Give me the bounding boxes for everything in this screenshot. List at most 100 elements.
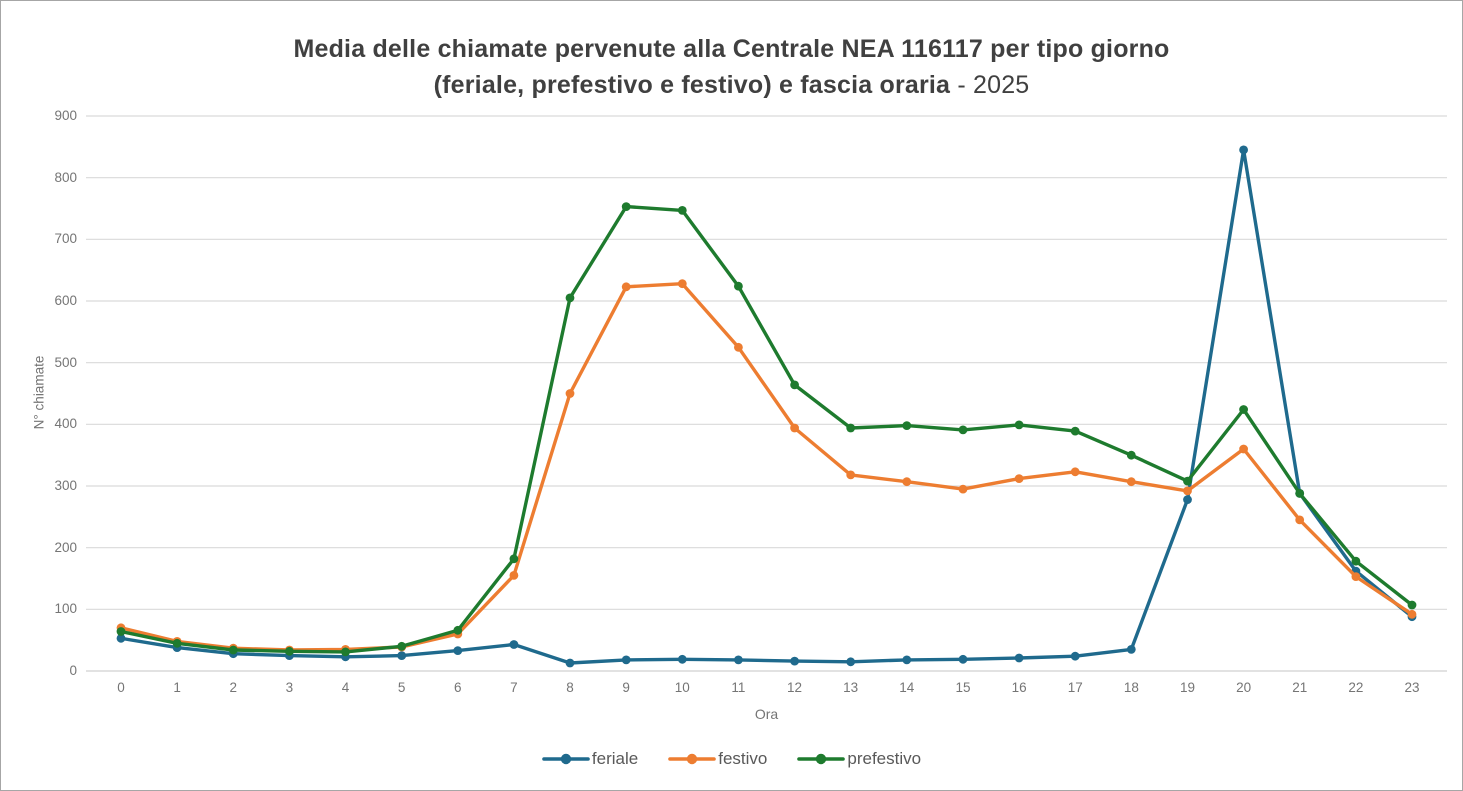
legend-label-feriale: feriale (591, 749, 639, 768)
series-line-feriale (119, 148, 1414, 665)
x-tick-label: 14 (899, 680, 915, 695)
y-axis-title: N° chiamate (31, 355, 47, 430)
data-point-festivo-15 (958, 484, 968, 494)
data-point-prefestivo-14 (902, 421, 912, 430)
x-tick-label: 3 (285, 680, 294, 695)
data-point-prefestivo-5 (397, 641, 407, 651)
y-tick-label: 400 (54, 416, 77, 432)
data-point-festivo-7 (509, 571, 519, 580)
x-tick-label: 4 (341, 680, 350, 695)
chart-title-line2: (feriale, prefestivo e festivo) e fascia… (1, 67, 1462, 103)
data-point-prefestivo-4 (341, 647, 350, 657)
x-tick-label: 0 (117, 680, 125, 695)
data-point-feriale-18 (1126, 645, 1136, 654)
data-point-festivo-22 (1351, 572, 1361, 581)
data-point-feriale-14 (902, 655, 912, 665)
x-tick-label: 18 (1123, 680, 1139, 695)
series-line-festivo (119, 282, 1414, 652)
data-point-prefestivo-1 (172, 638, 182, 648)
data-point-festivo-12 (790, 423, 799, 433)
data-point-feriale-16 (1014, 653, 1024, 663)
x-tick-label: 15 (955, 680, 971, 695)
data-point-feriale-7 (509, 640, 519, 649)
data-point-feriale-0 (116, 633, 126, 643)
x-tick-label: 13 (843, 680, 859, 695)
data-point-feriale-12 (790, 656, 799, 666)
data-point-prefestivo-18 (1126, 450, 1136, 460)
data-point-prefestivo-17 (1070, 426, 1080, 436)
y-tick-label: 900 (54, 108, 77, 123)
data-point-prefestivo-10 (677, 206, 687, 215)
data-point-festivo-20 (1239, 444, 1248, 454)
data-point-prefestivo-23 (1407, 600, 1417, 610)
x-tick-label: 23 (1404, 680, 1420, 695)
chart-title-line1: Media delle chiamate pervenute alla Cent… (293, 35, 1170, 63)
data-point-feriale-8 (565, 658, 575, 668)
data-point-festivo-11 (734, 342, 743, 352)
x-tick-label: 16 (1011, 680, 1027, 695)
data-point-prefestivo-21 (1295, 489, 1305, 498)
x-tick-label: 2 (229, 680, 237, 695)
data-point-feriale-17 (1070, 651, 1080, 661)
chart-title: Media delle chiamate pervenute alla Cent… (1, 31, 1462, 103)
y-tick-label: 600 (54, 293, 77, 308)
y-tick-label: 100 (54, 601, 77, 617)
legend-item-festivo: festivo (668, 749, 767, 769)
chart-title-line2-bold: (feriale, prefestivo e festivo) e fascia… (433, 71, 951, 99)
data-point-festivo-8 (565, 389, 575, 398)
data-point-prefestivo-20 (1239, 405, 1248, 414)
x-tick-label: 21 (1292, 680, 1308, 695)
data-point-festivo-10 (677, 279, 687, 289)
y-tick-label: 700 (54, 231, 77, 247)
data-point-prefestivo-16 (1014, 420, 1024, 430)
data-point-feriale-9 (621, 655, 631, 665)
x-tick-label: 10 (674, 680, 690, 695)
legend-item-prefestivo: prefestivo (797, 749, 921, 769)
x-axis-title: Ora (754, 706, 779, 722)
data-point-feriale-5 (397, 651, 407, 660)
data-point-prefestivo-9 (621, 202, 631, 212)
chart-title-year: - 2025 (950, 71, 1030, 99)
data-point-feriale-20 (1239, 145, 1248, 155)
legend-marker-icon (797, 753, 846, 765)
x-tick-label: 22 (1348, 680, 1364, 695)
data-point-festivo-19 (1183, 486, 1192, 496)
legend: feriale festivo prefestivo (1, 749, 1462, 769)
x-tick-label: 7 (510, 680, 518, 695)
data-point-feriale-6 (453, 646, 463, 655)
data-point-feriale-13 (846, 657, 856, 667)
x-tick-label: 5 (397, 680, 406, 695)
data-point-festivo-16 (1014, 474, 1024, 483)
data-point-feriale-11 (734, 655, 743, 665)
y-tick-label: 500 (54, 354, 77, 370)
data-point-prefestivo-8 (565, 293, 575, 303)
data-point-prefestivo-2 (228, 645, 238, 655)
data-point-prefestivo-11 (734, 281, 743, 291)
x-tick-label: 20 (1236, 680, 1252, 695)
x-tick-label: 8 (566, 680, 574, 695)
legend-item-feriale: feriale (542, 749, 638, 769)
data-point-prefestivo-3 (285, 646, 294, 656)
data-point-festivo-21 (1295, 515, 1305, 525)
data-point-prefestivo-12 (790, 380, 799, 390)
data-point-feriale-15 (958, 654, 968, 664)
data-point-prefestivo-6 (453, 625, 463, 635)
data-point-prefestivo-0 (116, 627, 126, 636)
legend-marker-icon (668, 753, 717, 765)
x-tick-label: 9 (622, 680, 630, 695)
data-point-festivo-13 (846, 470, 856, 480)
data-point-prefestivo-19 (1183, 476, 1192, 486)
y-tick-label: 800 (54, 169, 77, 185)
legend-marker-icon (542, 753, 590, 765)
data-point-festivo-18 (1126, 477, 1136, 487)
x-tick-label: 19 (1179, 680, 1195, 695)
data-point-feriale-19 (1183, 495, 1192, 504)
x-tick-label: 17 (1067, 680, 1083, 695)
y-tick-label: 0 (69, 663, 77, 678)
x-tick-label: 11 (731, 680, 746, 695)
data-point-festivo-17 (1070, 467, 1080, 477)
legend-label-prefestivo: prefestivo (847, 749, 922, 768)
data-point-festivo-23 (1407, 609, 1417, 619)
